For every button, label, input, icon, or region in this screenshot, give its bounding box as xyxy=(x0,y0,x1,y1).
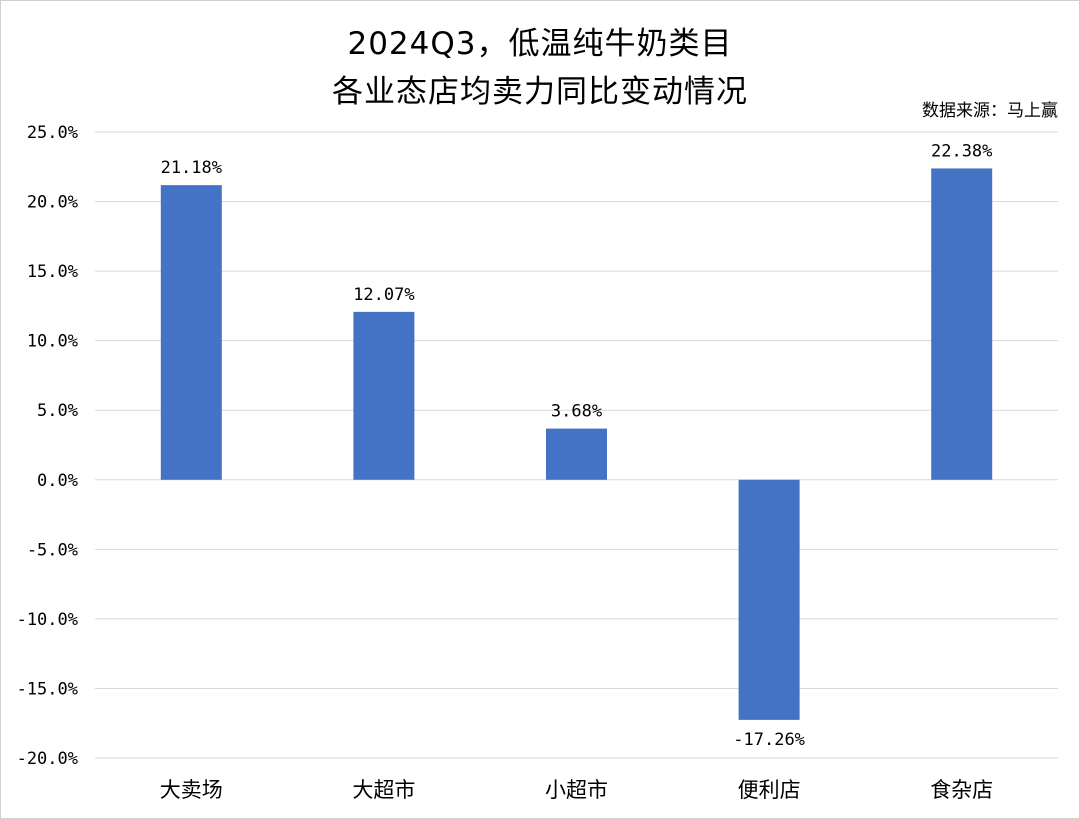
data-label: 3.68% xyxy=(551,402,602,422)
data-labels: 21.18% 12.07% 3.68% -17.26% 22.38% xyxy=(161,141,993,749)
chart-title-line1: 2024Q3，低温纯牛奶类目 xyxy=(347,26,733,62)
bar xyxy=(160,185,222,480)
data-label: 12.07% xyxy=(353,285,414,305)
y-tick-label: 15.0% xyxy=(27,262,78,282)
y-tick-label: -20.0% xyxy=(17,749,78,769)
gridlines xyxy=(95,131,1058,759)
x-axis-categories: 大卖场 大超市 小超市 便利店 食杂店 xyxy=(160,778,993,802)
category-label: 小超市 xyxy=(545,778,608,802)
bar xyxy=(738,479,800,720)
bar xyxy=(931,168,993,480)
category-label: 便利店 xyxy=(738,778,801,802)
category-label: 大卖场 xyxy=(160,778,223,802)
y-axis-ticks: 25.0% 20.0% 15.0% 10.0% 5.0% 0.0% -5.0% -10.0% -… xyxy=(17,123,78,769)
data-source-note: 数据来源：马上赢 xyxy=(922,101,1058,121)
y-tick-label: 0.0% xyxy=(37,471,78,491)
y-tick-label: 5.0% xyxy=(37,401,78,421)
y-tick-label: -5.0% xyxy=(27,540,78,560)
bar xyxy=(353,311,415,480)
data-label: 22.38% xyxy=(931,141,992,161)
category-label: 食杂店 xyxy=(930,778,993,802)
data-label: 21.18% xyxy=(161,158,222,178)
bars xyxy=(160,168,993,720)
y-tick-label: 10.0% xyxy=(27,332,78,352)
bar xyxy=(546,428,607,480)
data-label: -17.26% xyxy=(733,730,805,750)
y-tick-label: 25.0% xyxy=(27,123,78,143)
y-tick-label: -15.0% xyxy=(17,679,78,699)
chart-title-line2: 各业态店均卖力同比变动情况 xyxy=(332,74,748,110)
category-label: 大超市 xyxy=(352,778,415,802)
y-tick-label: 20.0% xyxy=(27,193,78,213)
y-tick-label: -10.0% xyxy=(17,610,78,630)
